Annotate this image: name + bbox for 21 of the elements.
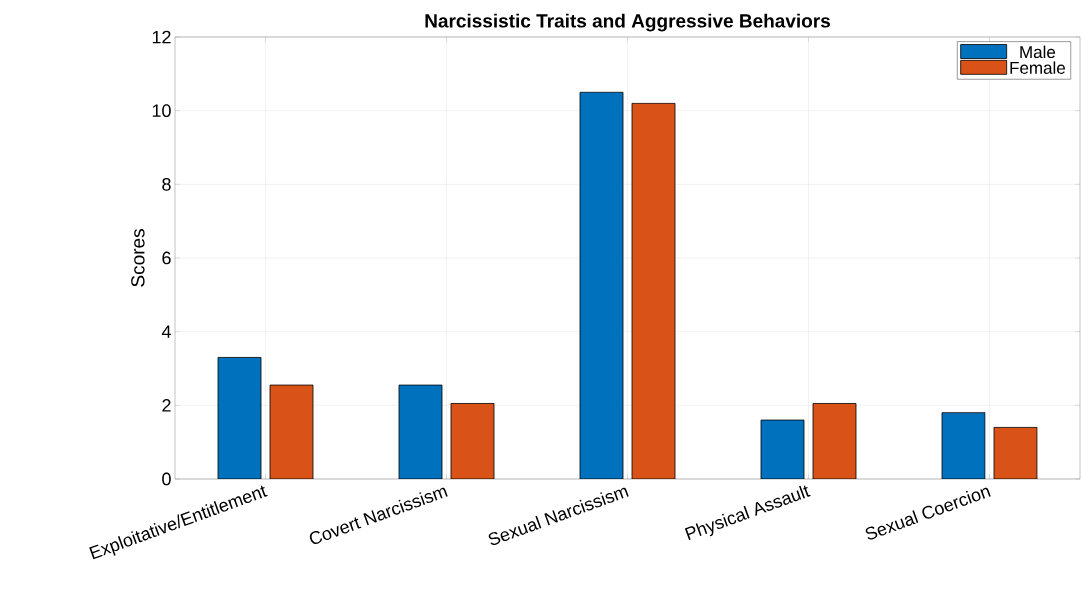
y-tick-label: 2 xyxy=(162,399,171,412)
y-axis-title: Scores xyxy=(131,229,145,287)
bar xyxy=(941,412,986,479)
bar xyxy=(398,384,443,479)
bar xyxy=(450,403,495,479)
bar xyxy=(631,102,676,479)
y-tick-label: 8 xyxy=(162,177,171,191)
bar xyxy=(217,357,262,479)
y-tick-label: 10 xyxy=(152,104,171,118)
bar xyxy=(993,427,1038,479)
legend-label: Female xyxy=(1010,61,1065,74)
bar xyxy=(269,384,314,479)
y-tick-label: 0 xyxy=(162,472,171,486)
y-tick-label: 6 xyxy=(162,251,171,265)
bar xyxy=(760,419,805,479)
chart-title: Narcissistic Traits and Aggressive Behaviors xyxy=(425,13,830,32)
y-tick-label: 4 xyxy=(161,325,171,338)
bar xyxy=(579,91,624,479)
y-tick-label: 12 xyxy=(152,30,171,44)
legend-label: Male xyxy=(1020,45,1056,59)
bar xyxy=(812,403,857,479)
